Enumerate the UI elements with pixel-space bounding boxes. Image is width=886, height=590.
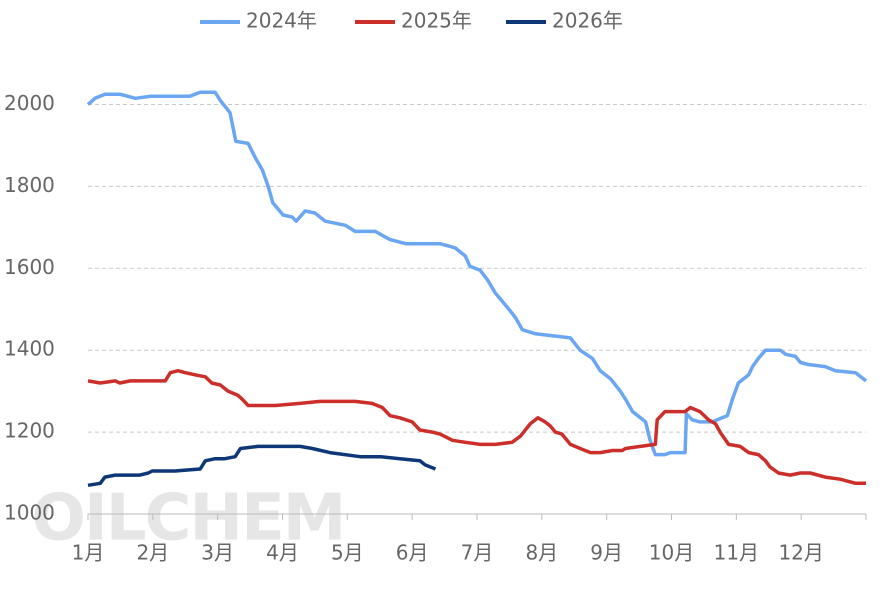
- x-tick-label: 4月: [266, 541, 299, 565]
- y-tick-label: 1800: [4, 173, 55, 197]
- y-tick-label: 1400: [4, 337, 55, 361]
- x-tick-label: 2月: [136, 541, 169, 565]
- series-line: [86, 90, 868, 457]
- x-tick-label: 1月: [72, 541, 105, 565]
- x-tick-label: 3月: [201, 541, 234, 565]
- x-tick-label: 10月: [649, 541, 694, 565]
- legend-label: 2025年: [401, 9, 472, 33]
- x-tick-label: 9月: [590, 541, 623, 565]
- y-tick-label: 1200: [4, 419, 55, 443]
- series-line: [87, 368, 866, 486]
- legend-label: 2024年: [246, 9, 317, 33]
- series-line: [87, 444, 437, 488]
- x-tick-label: 5月: [331, 541, 364, 565]
- x-tick-label: 6月: [396, 541, 429, 565]
- x-tick-label: 8月: [525, 541, 558, 565]
- y-tick-label: 1600: [4, 255, 55, 279]
- y-tick-label: 1000: [4, 501, 55, 525]
- x-tick-label: 7月: [461, 541, 494, 565]
- watermark: OILCHEM: [32, 482, 345, 556]
- x-tick-label: 12月: [778, 541, 823, 565]
- y-tick-label: 2000: [4, 91, 55, 115]
- x-tick-label: 11月: [714, 541, 759, 565]
- legend-label: 2026年: [552, 9, 623, 33]
